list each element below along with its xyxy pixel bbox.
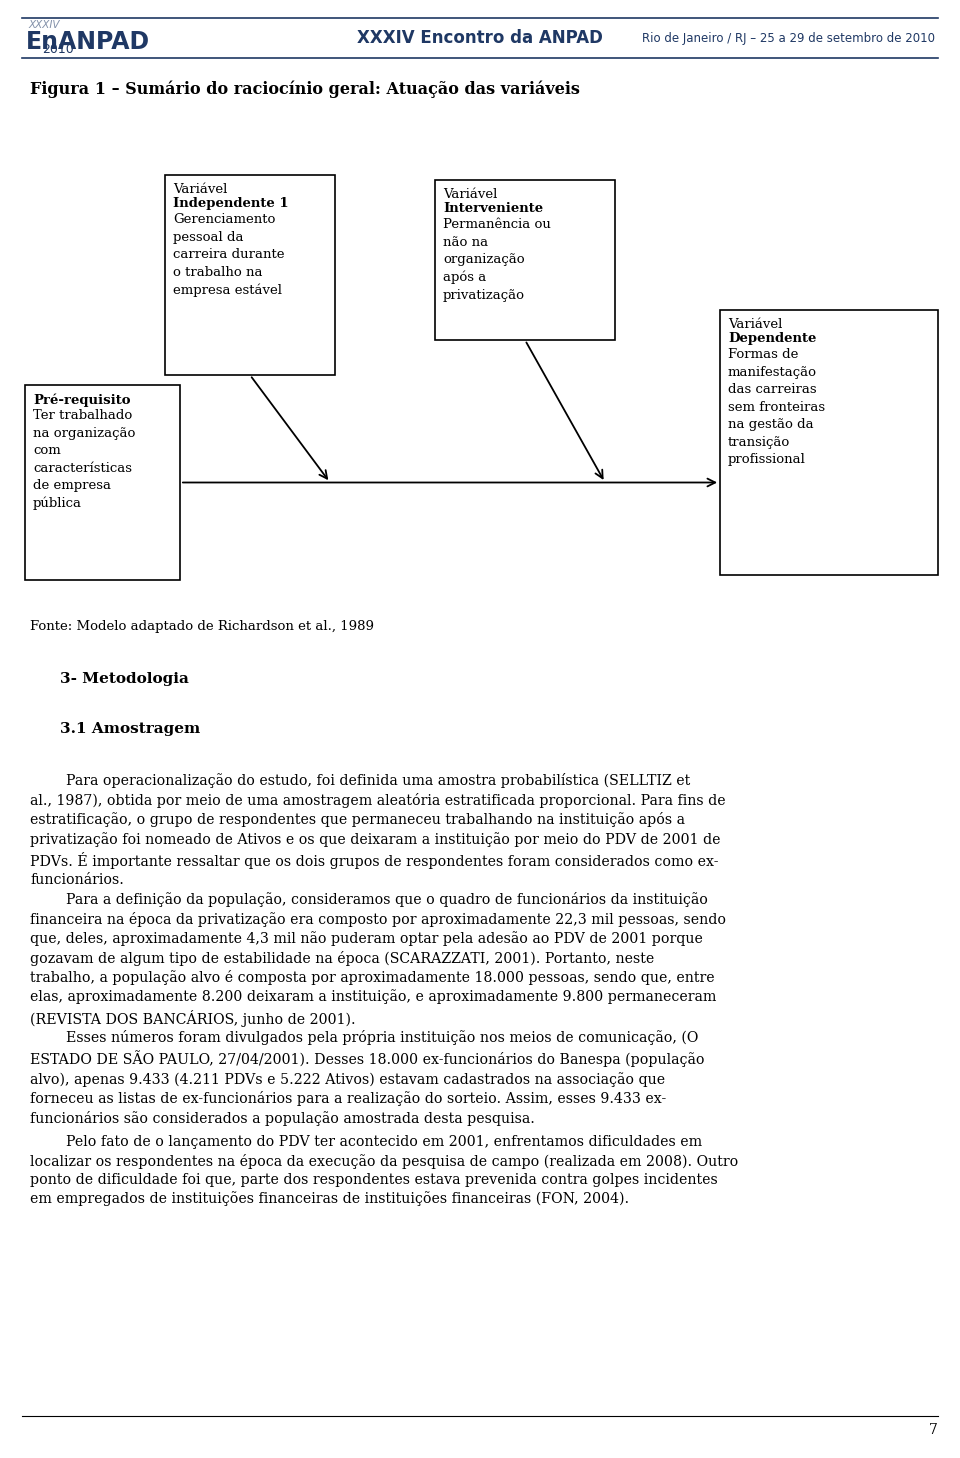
Text: EnANPAD: EnANPAD [26, 31, 150, 54]
Text: Gerenciamento
pessoal da
carreira durante
o trabalho na
empresa estável: Gerenciamento pessoal da carreira durant… [173, 213, 284, 297]
Text: Interveniente: Interveniente [443, 203, 543, 214]
Text: 2010: 2010 [42, 42, 74, 55]
Bar [165, 175, 335, 375]
Text: Formas de
manifestação
das carreiras
sem fronteiras
na gestão da
transição
profi: Formas de manifestação das carreiras sem… [728, 348, 826, 467]
Bar [720, 311, 938, 574]
Text: Fonte: Modelo adaptado de Richardson et al., 1989: Fonte: Modelo adaptado de Richardson et … [30, 620, 374, 633]
Text: Para operacionalização do estudo, foi definida uma amostra probabilística (SELLT: Para operacionalização do estudo, foi de… [30, 773, 726, 886]
Text: Esses números foram divulgados pela própria instituição nos meios de comunicação: Esses números foram divulgados pela próp… [30, 1029, 705, 1126]
Text: Independente 1: Independente 1 [173, 197, 289, 210]
Text: 3.1 Amostragem: 3.1 Amostragem [60, 722, 201, 736]
Text: Variável: Variável [728, 318, 782, 331]
Text: XXXIV: XXXIV [28, 20, 60, 31]
Text: Pelo fato de o lançamento do PDV ter acontecido em 2001, enfrentamos dificuldade: Pelo fato de o lançamento do PDV ter aco… [30, 1134, 738, 1206]
Text: Para a definição da população, consideramos que o quadro de funcionários da inst: Para a definição da população, considera… [30, 892, 726, 1026]
Text: Variável: Variável [443, 188, 497, 201]
Text: Figura 1 – Sumário do raciocínio geral: Atuação das variáveis: Figura 1 – Sumário do raciocínio geral: … [30, 80, 580, 98]
Text: 7: 7 [929, 1423, 938, 1438]
Text: Variável: Variável [173, 184, 228, 195]
Text: XXXIV Encontro da ANPAD: XXXIV Encontro da ANPAD [357, 29, 603, 47]
Bar [25, 385, 180, 580]
Text: Dependente: Dependente [728, 332, 816, 346]
Text: 3- Metodologia: 3- Metodologia [60, 672, 189, 687]
Text: Pré-requisito: Pré-requisito [33, 394, 131, 407]
Text: Rio de Janeiro / RJ – 25 a 29 de setembro de 2010: Rio de Janeiro / RJ – 25 a 29 de setembr… [642, 32, 935, 45]
Text: Permanência ou
não na
organização
após a
privatização: Permanência ou não na organização após a… [443, 219, 551, 302]
Bar [435, 179, 615, 340]
Text: Ter trabalhado
na organização
com
características
de empresa
pública: Ter trabalhado na organização com caract… [33, 410, 135, 510]
